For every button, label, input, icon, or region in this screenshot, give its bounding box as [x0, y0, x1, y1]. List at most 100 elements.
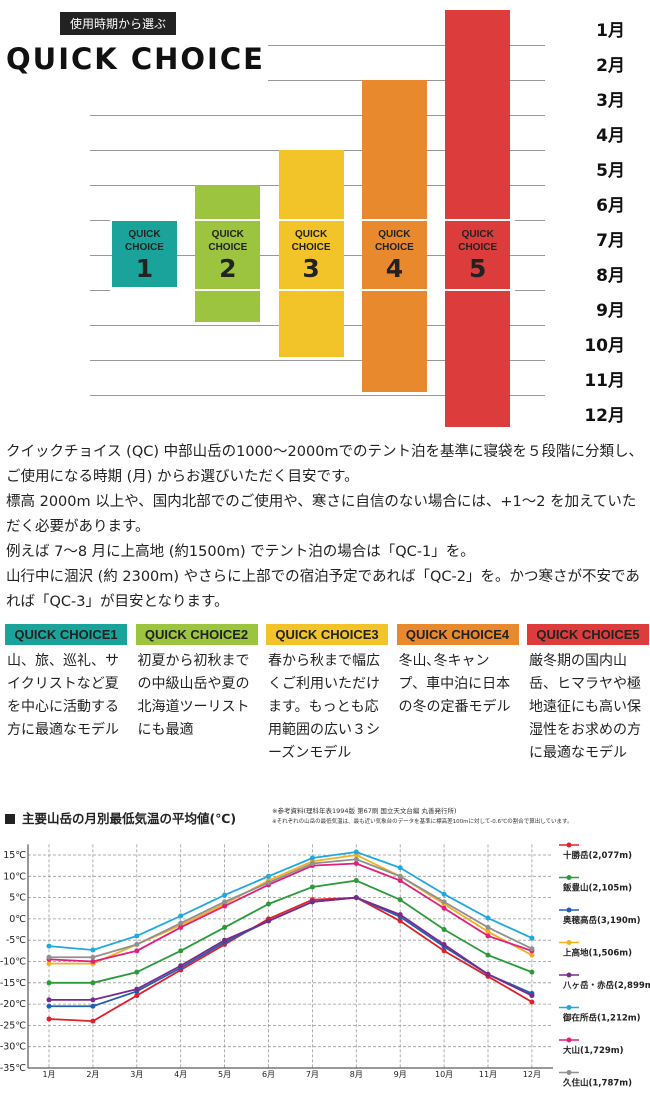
point	[46, 961, 52, 967]
line	[48, 896, 533, 1023]
paragraph: クイックチョイス (QC) 中部山岳の1000～2000mでのテント泊を基準に寝…	[6, 444, 644, 485]
bar-label: QUICK CHOICE	[208, 229, 248, 253]
x-tick-label: 2月	[86, 1070, 99, 1079]
point	[309, 884, 315, 890]
bar-number: 4	[385, 254, 404, 283]
row-line	[90, 395, 545, 396]
legend-label: 上高地(1,506m)	[563, 948, 632, 959]
y-tick-label: -15℃	[0, 978, 26, 989]
month-label: 6月	[596, 196, 625, 216]
x-tick-label: 12月	[523, 1070, 541, 1079]
point	[485, 952, 491, 958]
model-text: 春から秋まで幅広くご利用いただけます。もっとも応用範囲の広い３シーズンモデル	[268, 653, 380, 761]
range-bar	[195, 185, 261, 322]
point	[353, 878, 359, 884]
point	[441, 927, 447, 933]
legend-swatch	[566, 875, 572, 880]
x-tick-label: 1月	[42, 1070, 55, 1079]
point	[178, 920, 184, 926]
point	[90, 1003, 96, 1009]
legend-label: 大山(1,729m)	[563, 1045, 624, 1056]
point	[134, 993, 140, 999]
point	[134, 941, 140, 947]
legend-label: 八ヶ岳・赤岳(2,899m)	[562, 980, 650, 991]
legend-swatch	[566, 972, 572, 978]
chart: 主要山岳の月別最低気温の平均値(℃) ※参考資料(理科年表1994版 第67刷 …	[0, 806, 650, 1089]
point	[485, 924, 491, 930]
point	[353, 849, 359, 855]
row-line	[90, 360, 545, 361]
legend-label: 御在所岳(1,212m)	[562, 1013, 641, 1024]
y-tick-label: -10℃	[0, 957, 26, 968]
model-name: QUICK CHOICE1	[5, 624, 127, 645]
paragraph: 例えば 7～8 月に上高地 (約1500m) でテント泊の場合は「QC-1」を。	[6, 544, 475, 560]
legend-swatch	[566, 1070, 572, 1075]
bar-label: QUICK CHOICE	[458, 229, 498, 253]
x-tick-label: 5月	[218, 1070, 231, 1079]
chart-title: 主要山岳の月別最低気温の平均値(℃)	[22, 811, 236, 826]
point	[353, 861, 359, 867]
x-tick-label: 9月	[394, 1070, 407, 1079]
point	[134, 933, 140, 939]
paragraph: 標高 2000m 以上や、国内北部でのご使用や、寒さに自信のない場合には、+1～…	[6, 494, 637, 535]
point	[397, 878, 403, 884]
x-tick-label: 6月	[262, 1070, 275, 1079]
legend-swatch	[566, 1037, 572, 1043]
note: ※参考資料(理科年表1994版 第67刷 国立天文台編 丸善発行所)	[272, 806, 457, 815]
point	[397, 897, 403, 903]
legend-swatch	[566, 940, 572, 945]
point	[266, 873, 271, 879]
point	[529, 999, 535, 1005]
point	[46, 943, 52, 949]
y-tick-label: 0℃	[9, 914, 26, 925]
point	[397, 865, 403, 871]
title: QUICK CHOICE	[6, 42, 265, 76]
y-tick-label: -25℃	[0, 1020, 26, 1031]
point	[266, 918, 271, 924]
point	[134, 948, 140, 954]
point	[441, 899, 447, 905]
point	[90, 954, 96, 960]
point	[222, 903, 228, 909]
paragraph: 山行中に涸沢 (約 2300m) やさらに上部での宿泊予定であれば「QC-2」を…	[6, 569, 640, 610]
point	[485, 915, 491, 921]
month-label: 12月	[584, 406, 625, 426]
x-tick-label: 4月	[174, 1070, 187, 1079]
line	[49, 858, 533, 959]
legend-swatch	[566, 907, 572, 913]
point	[46, 997, 52, 1003]
model-text: 厳冬期の国内山岳、ヒマラヤや極地遠征にも高い保湿性をお求めの方に最適なモデル	[529, 653, 641, 761]
bar-number: 3	[302, 254, 320, 283]
point	[90, 980, 96, 986]
model-text: 山、旅、巡礼、サイクリストなど夏を中心に活動する方に最適なモデル	[7, 653, 119, 738]
point	[441, 941, 447, 947]
point	[222, 937, 228, 943]
point	[529, 946, 535, 952]
point	[397, 918, 403, 924]
point	[46, 954, 52, 960]
description: クイックチョイス (QC) 中部山岳の1000～2000mでのテント泊を基準に寝…	[6, 440, 648, 615]
point	[441, 891, 447, 897]
point	[222, 924, 228, 930]
month-label: 9月	[596, 301, 625, 321]
point	[441, 905, 447, 911]
model-name: QUICK CHOICE4	[396, 624, 519, 645]
line	[49, 896, 533, 1001]
range-bar	[112, 220, 177, 287]
point	[90, 1018, 96, 1024]
row-line	[90, 115, 545, 116]
point	[309, 899, 315, 905]
y-tick-label: 15℃	[3, 850, 26, 861]
bar-divider	[110, 289, 515, 291]
legend-label: 久住山(1,787m)	[562, 1078, 632, 1089]
model-name: QUICK CHOICE5	[527, 624, 649, 645]
point	[134, 969, 140, 975]
legend-swatch	[566, 842, 572, 848]
point	[178, 913, 184, 919]
point	[397, 912, 403, 918]
bar-number: 2	[219, 254, 237, 283]
point	[529, 969, 535, 975]
bar-number: 5	[468, 254, 487, 283]
point	[397, 873, 403, 879]
point	[134, 986, 140, 992]
